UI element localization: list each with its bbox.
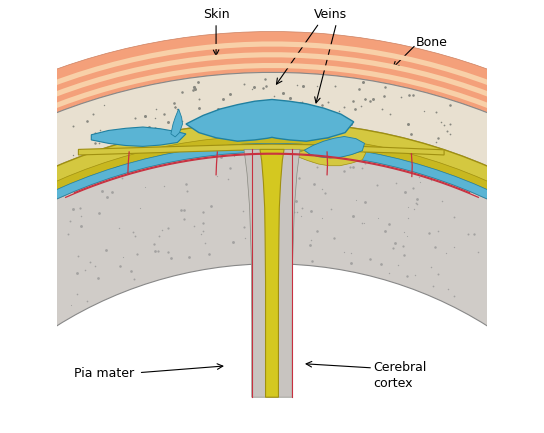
Text: Veins: Veins — [313, 8, 347, 21]
Polygon shape — [244, 149, 300, 397]
Polygon shape — [260, 149, 284, 397]
Polygon shape — [0, 122, 544, 433]
Polygon shape — [0, 143, 544, 433]
Text: Skin: Skin — [203, 8, 230, 21]
Text: Arachnoid
mater: Arachnoid mater — [399, 194, 462, 223]
Text: Bone: Bone — [416, 36, 448, 49]
Polygon shape — [0, 42, 544, 433]
Polygon shape — [0, 136, 544, 433]
Polygon shape — [0, 152, 544, 433]
Polygon shape — [0, 72, 544, 433]
Polygon shape — [0, 52, 544, 433]
Polygon shape — [304, 136, 364, 158]
Text: Cerebral
cortex: Cerebral cortex — [373, 361, 426, 390]
Text: Dura mater: Dura mater — [61, 195, 133, 208]
Polygon shape — [186, 100, 354, 141]
Polygon shape — [78, 144, 444, 155]
Polygon shape — [91, 127, 186, 146]
Polygon shape — [171, 109, 183, 137]
Polygon shape — [0, 32, 544, 433]
Polygon shape — [0, 63, 544, 433]
Text: Pia mater: Pia mater — [74, 367, 134, 380]
Polygon shape — [295, 150, 366, 166]
